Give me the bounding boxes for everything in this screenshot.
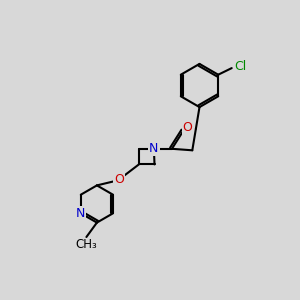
Text: CH₃: CH₃ [75, 238, 97, 251]
Text: O: O [183, 121, 192, 134]
Text: N: N [76, 207, 86, 220]
Text: O: O [115, 173, 124, 187]
Text: N: N [149, 142, 159, 155]
Text: Cl: Cl [234, 60, 246, 74]
